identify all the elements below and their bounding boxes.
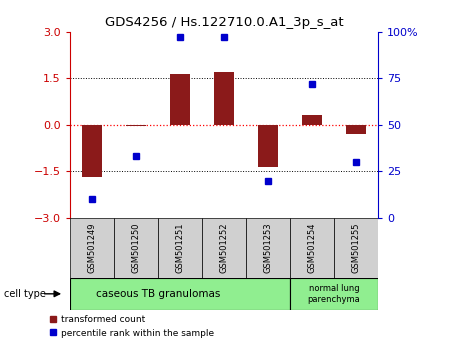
Bar [334, 218, 378, 278]
Bar [346, 125, 366, 134]
Bar [290, 278, 378, 310]
Bar [202, 218, 246, 278]
Bar [158, 218, 202, 278]
Legend: transformed count, percentile rank within the sample: transformed count, percentile rank withi… [50, 315, 215, 338]
Bar [82, 125, 102, 177]
Text: cell type: cell type [4, 289, 46, 299]
Text: GSM501252: GSM501252 [220, 223, 228, 273]
Text: GSM501253: GSM501253 [263, 223, 272, 273]
Bar [258, 125, 278, 167]
Text: GSM501251: GSM501251 [176, 223, 184, 273]
Bar [170, 74, 190, 125]
Text: caseous TB granulomas: caseous TB granulomas [96, 289, 220, 299]
Bar [246, 218, 290, 278]
Bar [70, 218, 114, 278]
Text: GSM501254: GSM501254 [307, 223, 316, 273]
Bar [290, 218, 334, 278]
Text: GSM501255: GSM501255 [351, 223, 360, 273]
Bar [114, 218, 158, 278]
Text: normal lung
parenchyma: normal lung parenchyma [308, 284, 360, 303]
Bar [70, 278, 290, 310]
Title: GDS4256 / Hs.122710.0.A1_3p_s_at: GDS4256 / Hs.122710.0.A1_3p_s_at [104, 16, 343, 29]
Bar [126, 125, 146, 126]
Bar [214, 72, 234, 125]
Text: GSM501250: GSM501250 [131, 223, 140, 273]
Bar [302, 115, 322, 125]
Text: GSM501249: GSM501249 [87, 223, 96, 273]
